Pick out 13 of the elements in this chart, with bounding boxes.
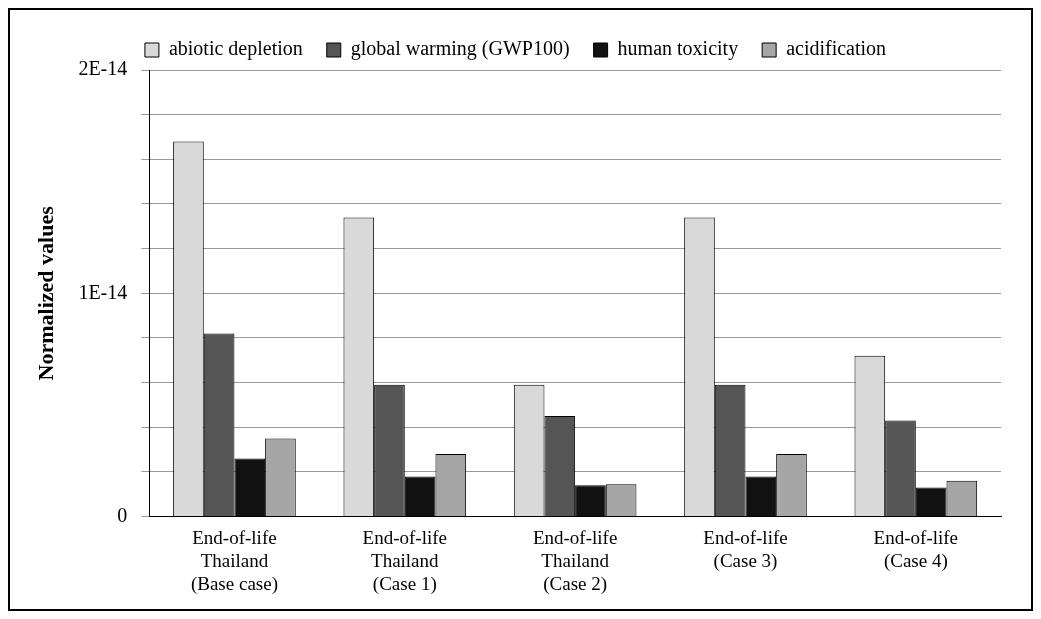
- y-tick-label: 0: [117, 503, 128, 526]
- y-tick-label: 1E-14: [78, 280, 128, 303]
- legend-label: human toxicity: [617, 37, 739, 61]
- x-tick-label: End-of-life (Case 4): [873, 526, 959, 572]
- legend-label: global warming (GWP100): [350, 37, 570, 61]
- x-tick-label: End-of-life Thailand (Case 1): [362, 526, 447, 595]
- y-tick-label: 2E-14: [78, 57, 128, 80]
- x-tick-label: End-of-life Thailand (Base case): [190, 526, 278, 595]
- x-tick-label: End-of-life (Case 3): [703, 526, 788, 572]
- y-axis-title: Normalized values: [32, 205, 58, 381]
- x-tick-label: End-of-life Thailand (Case 2): [532, 526, 618, 595]
- legend-label: abiotic depletion: [168, 37, 303, 61]
- legend-label: acidification: [786, 37, 887, 60]
